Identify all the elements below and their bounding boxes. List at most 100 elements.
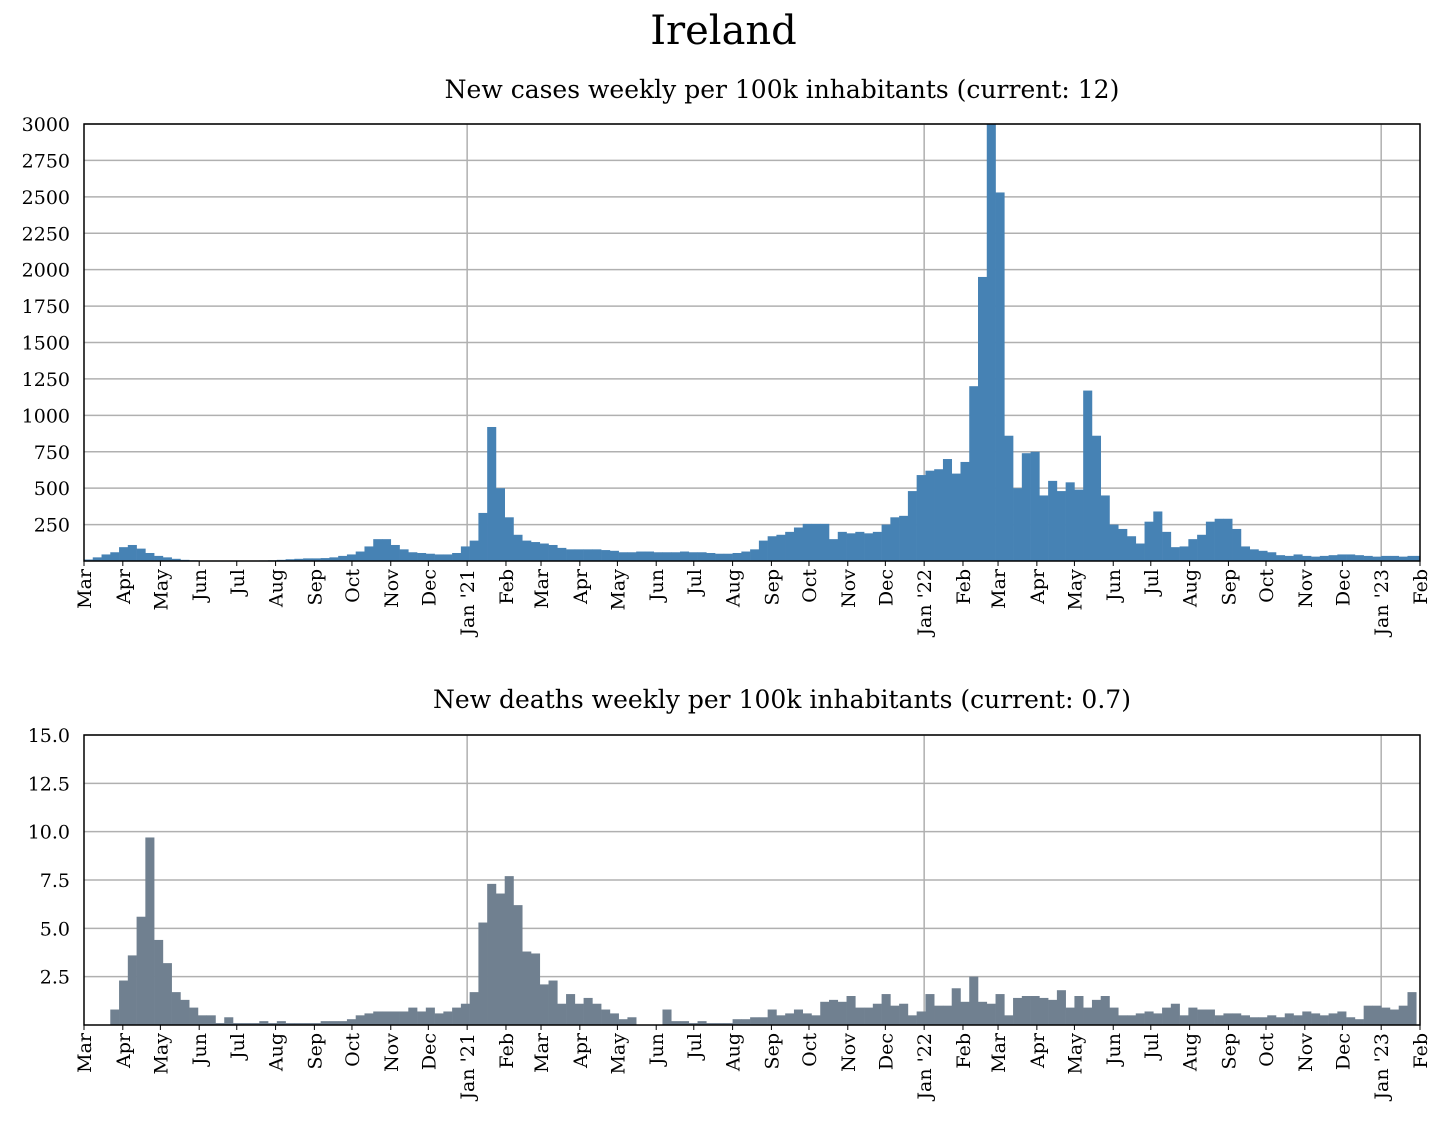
cases-bar [1153, 511, 1163, 561]
cases-bar [890, 517, 900, 561]
deaths-x-tick-label: Apr [570, 1032, 592, 1069]
cases-x-tick-label: Oct [799, 569, 821, 603]
deaths-chart: New deaths weekly per 100k inhabitants (… [28, 685, 1432, 1102]
deaths-bar [311, 1023, 321, 1025]
cases-bar [601, 550, 611, 561]
cases-bar [1039, 495, 1049, 561]
deaths-bar [320, 1021, 330, 1025]
deaths-bar [583, 997, 593, 1025]
cases-x-tick-label: Aug [723, 569, 745, 608]
cases-bar [1416, 555, 1421, 561]
deaths-bar [609, 1013, 619, 1025]
cases-x-tick-label: Jan '23 [1371, 569, 1393, 638]
deaths-bar [1162, 1007, 1172, 1025]
deaths-bar [557, 1003, 567, 1025]
deaths-bar [1170, 1003, 1180, 1025]
deaths-bar [382, 1011, 392, 1025]
deaths-x-tick-label: Apr [113, 1032, 135, 1069]
deaths-bar [1293, 1015, 1303, 1025]
cases-x-tick-label: Jul [684, 569, 706, 597]
cases-bar [1056, 491, 1066, 561]
cases-bar [425, 553, 435, 561]
deaths-x-tick-label: Dec [875, 1033, 897, 1070]
cases-bar [636, 551, 646, 561]
deaths-bar [1030, 996, 1040, 1025]
cases-y-tick-label: 250 [34, 515, 70, 537]
cases-bar [452, 552, 462, 561]
deaths-bar [1039, 997, 1049, 1025]
cases-bar [101, 554, 111, 561]
cases-bar [627, 552, 637, 561]
deaths-bar [925, 994, 935, 1025]
cases-bar [1311, 556, 1321, 561]
deaths-bar [951, 988, 961, 1025]
deaths-x-tick-label: May [1064, 1033, 1086, 1075]
cases-bar [1381, 555, 1391, 561]
deaths-x-tick-label: Jan '22 [914, 1033, 936, 1102]
cases-bar [557, 547, 567, 561]
deaths-bar [162, 963, 172, 1025]
cases-x-tick-label: Aug [266, 569, 288, 608]
cases-y-tick-label: 500 [34, 478, 70, 500]
cases-bar [653, 552, 663, 561]
deaths-bar [495, 893, 505, 1025]
cases-bar [1048, 480, 1058, 561]
cases-bar [1240, 546, 1251, 561]
deaths-bar [127, 955, 137, 1025]
cases-bar [364, 546, 374, 561]
cases-x-tick-label: Jun [189, 569, 211, 603]
deaths-bar [452, 1007, 462, 1025]
deaths-bar [969, 976, 979, 1025]
cases-bar [986, 124, 996, 561]
cases-bar [1127, 536, 1137, 561]
deaths-bar [758, 1017, 768, 1025]
cases-bar [145, 552, 155, 561]
deaths-x-tick-label: Mar [74, 1032, 96, 1073]
cases-bar [583, 549, 593, 561]
cases-bar [566, 549, 576, 561]
cases-bar [978, 276, 988, 561]
cases-bar [872, 531, 882, 561]
deaths-bar [338, 1021, 348, 1025]
deaths-bar [1100, 996, 1110, 1025]
cases-x-tick-label: Apr [113, 568, 135, 605]
cases-x-tick-label: Apr [1027, 568, 1049, 605]
cases-plot-frame [83, 123, 1421, 562]
cases-x-tick-label: May [150, 569, 172, 611]
deaths-bar [1091, 999, 1102, 1025]
cases-bar [951, 473, 961, 561]
cases-bar [478, 512, 488, 561]
cases-bar [171, 558, 181, 561]
cases-bar [662, 552, 672, 561]
cases-bar [1065, 482, 1075, 561]
cases-bar [1030, 451, 1040, 561]
cases-bar [329, 557, 339, 561]
deaths-bar [1346, 1017, 1356, 1025]
deaths-bar [899, 1003, 909, 1025]
deaths-bar [250, 1023, 260, 1025]
deaths-bar [1083, 1007, 1093, 1025]
deaths-bar [942, 1005, 953, 1025]
cases-bar [1188, 539, 1198, 561]
deaths-chart-title: New deaths weekly per 100k inhabitants (… [433, 685, 1131, 714]
deaths-bar [206, 1015, 216, 1025]
cases-bar [767, 536, 777, 561]
deaths-bar [1389, 1009, 1400, 1025]
cases-bar [1346, 554, 1356, 561]
deaths-bar [548, 980, 558, 1025]
deaths-bar [119, 980, 129, 1025]
cases-bar [644, 551, 654, 561]
deaths-bar [820, 1001, 830, 1025]
deaths-bar [1205, 1009, 1215, 1025]
deaths-bar [934, 1005, 944, 1025]
cases-bar [373, 539, 383, 561]
cases-bar [1170, 547, 1180, 561]
cases-bar [311, 558, 321, 561]
cases-bar [338, 555, 348, 561]
cases-bar [934, 469, 944, 561]
deaths-y-tick-label: 10.0 [28, 822, 70, 844]
deaths-x-tick-label: Dec [1332, 1033, 1354, 1070]
deaths-bar [1249, 1017, 1259, 1025]
cases-bar [294, 558, 304, 561]
cases-bar [539, 543, 549, 561]
